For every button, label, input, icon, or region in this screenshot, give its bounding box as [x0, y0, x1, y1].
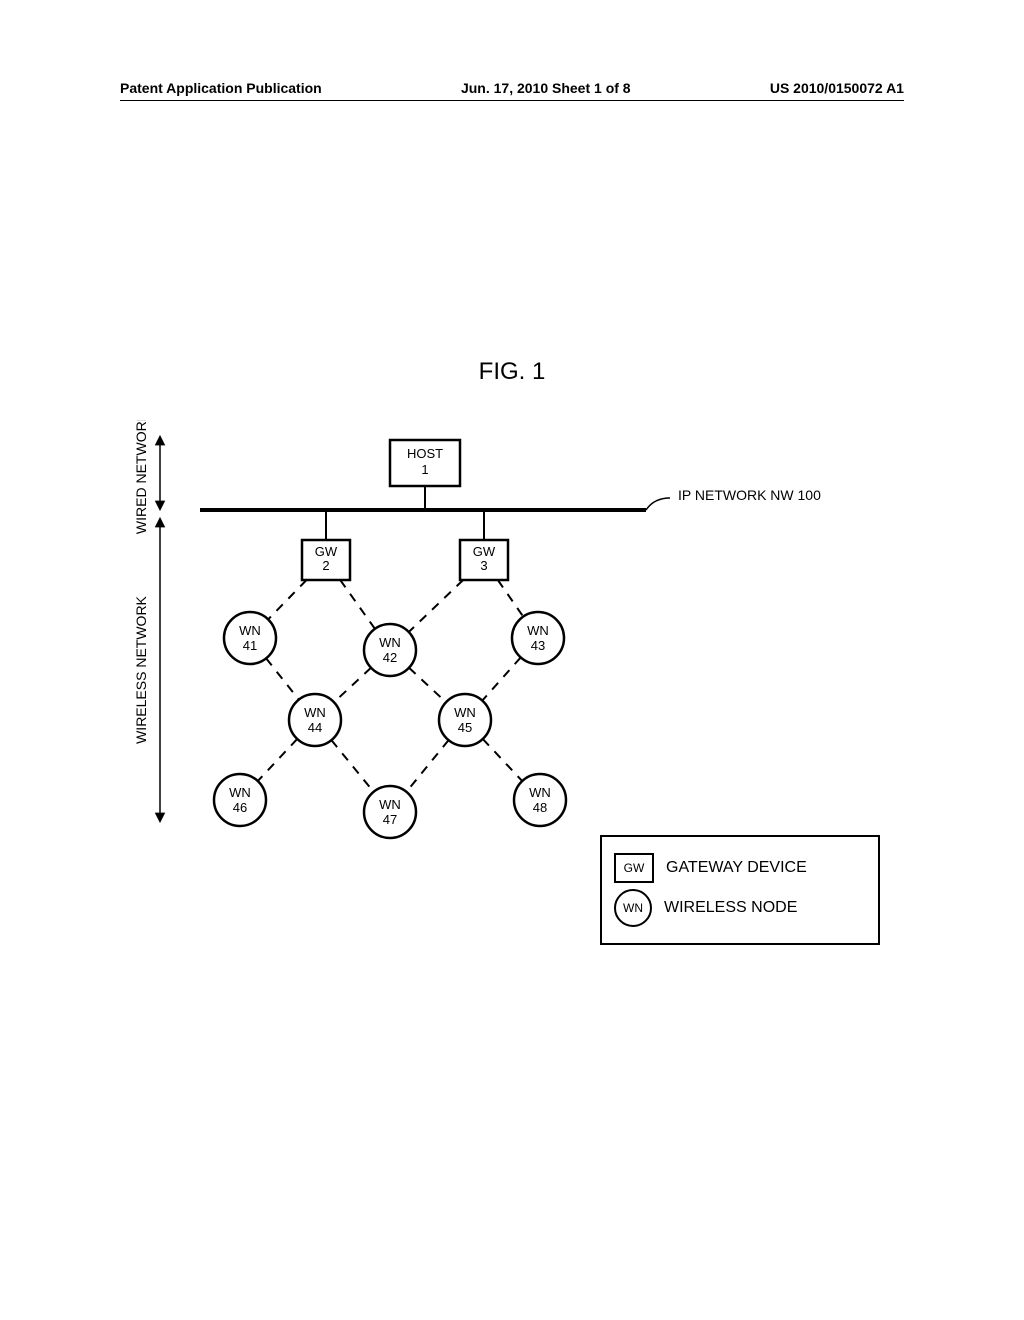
- gateway-label: GW: [473, 544, 496, 559]
- legend-wn-icon: WN: [614, 889, 652, 927]
- header-rule: [120, 100, 904, 101]
- ip-network-leader: [646, 498, 670, 510]
- wireless-node-id: 45: [458, 720, 472, 735]
- wireless-link: [340, 580, 375, 629]
- legend-gw-symbol: GW: [624, 861, 645, 875]
- legend-row-gateway: GW GATEWAY DEVICE: [614, 853, 866, 883]
- wireless-node-label: WN: [379, 797, 401, 812]
- wireless-link: [409, 668, 446, 703]
- wireless-node-label: WN: [454, 705, 476, 720]
- network-diagram: IP NETWORK NW 100HOST1GW2GW3WN41WN42WN43…: [60, 420, 940, 900]
- host-label: HOST: [407, 446, 443, 461]
- header-center: Jun. 17, 2010 Sheet 1 of 8: [461, 80, 631, 96]
- wireless-link: [498, 580, 523, 617]
- wireless-node-label: WN: [379, 635, 401, 650]
- wireless-node-id: 42: [383, 650, 397, 665]
- wireless-node-id: 48: [533, 800, 547, 815]
- wireless-node-id: 43: [531, 638, 545, 653]
- legend-wn-symbol: WN: [623, 901, 643, 915]
- legend-gw-icon: GW: [614, 853, 654, 883]
- ip-network-label: IP NETWORK NW 100: [678, 487, 821, 503]
- wireless-node-label: WN: [529, 785, 551, 800]
- gateway-id: 3: [480, 558, 487, 573]
- legend-gw-label: GATEWAY DEVICE: [666, 859, 807, 877]
- wireless-link: [268, 580, 306, 619]
- gateway-id: 2: [322, 558, 329, 573]
- legend-box: GW GATEWAY DEVICE WN WIRELESS NODE: [600, 835, 880, 945]
- legend-wn-label: WIRELESS NODE: [664, 899, 797, 917]
- wireless-node-label: WN: [239, 623, 261, 638]
- wireless-link: [331, 740, 373, 792]
- page-header: Patent Application Publication Jun. 17, …: [120, 80, 904, 96]
- wireless-link: [266, 658, 299, 699]
- wireless-link: [483, 739, 522, 781]
- wireless-node-id: 46: [233, 800, 247, 815]
- wired-network-range-label: WIRED NETWORK: [133, 420, 149, 534]
- wireless-link: [409, 580, 463, 632]
- wireless-node-id: 47: [383, 812, 397, 827]
- wireless-node-label: WN: [229, 785, 251, 800]
- gateway-label: GW: [315, 544, 338, 559]
- figure-title: FIG. 1: [0, 358, 1024, 386]
- wireless-node-id: 41: [243, 638, 257, 653]
- wireless-network-range-label: WIRELESS NETWORK: [133, 595, 149, 743]
- wireless-node-label: WN: [527, 623, 549, 638]
- wireless-link: [334, 668, 371, 703]
- host-id: 1: [421, 462, 428, 477]
- header-right: US 2010/0150072 A1: [770, 80, 904, 96]
- wireless-link: [258, 739, 297, 781]
- header-left: Patent Application Publication: [120, 80, 322, 96]
- wireless-link: [406, 740, 448, 792]
- legend-row-wireless-node: WN WIRELESS NODE: [614, 889, 866, 927]
- wireless-node-id: 44: [308, 720, 322, 735]
- wireless-node-label: WN: [304, 705, 326, 720]
- wireless-link: [482, 657, 520, 700]
